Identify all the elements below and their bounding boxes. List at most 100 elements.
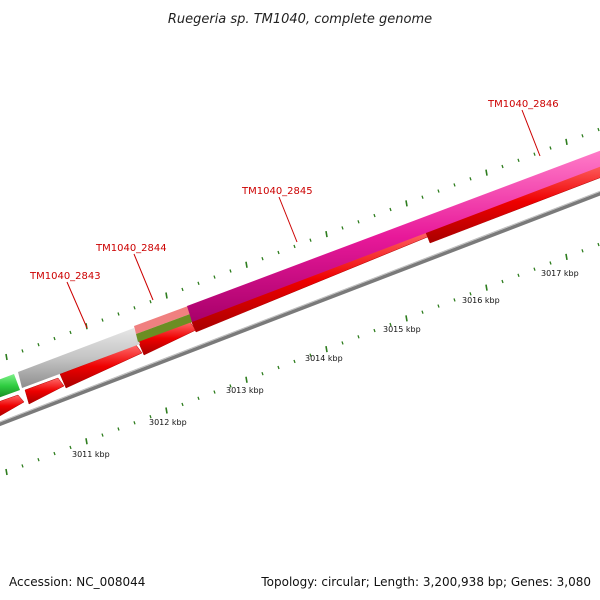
minor-tick (501, 164, 504, 169)
minor-tick (53, 336, 56, 341)
chromosome-backbone (0, 191, 600, 427)
minor-tick (357, 335, 360, 339)
kbp-tick-label: 3013 kbp (226, 386, 264, 395)
minor-tick (453, 298, 456, 302)
gene-leader-line (521, 109, 541, 157)
minor-tick (389, 207, 392, 212)
minor-tick (101, 318, 104, 322)
minor-tick (341, 341, 344, 345)
outer-tick-marks (5, 127, 600, 361)
minor-tick (213, 275, 216, 279)
minor-tick (501, 279, 504, 284)
minor-tick (261, 371, 264, 376)
kbp-tick-label: 3017 kbp (541, 269, 579, 278)
kbp-tick-label: 3015 kbp (383, 325, 421, 334)
minor-tick (21, 349, 24, 353)
cds-arrow[interactable] (0, 394, 25, 417)
gene-label-group: TM1040_2843 TM1040_2844 TM1040_2845 TM10… (29, 99, 559, 329)
minor-tick (309, 353, 312, 357)
minor-tick (517, 158, 520, 163)
major-tick (245, 261, 248, 268)
minor-tick (69, 445, 72, 450)
minor-tick (277, 250, 280, 255)
minor-tick (293, 359, 296, 364)
gene-leader-line (66, 281, 88, 329)
major-tick (85, 438, 88, 445)
minor-tick (597, 127, 600, 132)
major-tick (5, 468, 8, 476)
kbp-tick-label: 3012 kbp (149, 418, 187, 427)
minor-tick (21, 464, 24, 468)
kbp-tick-label: 3016 kbp (462, 296, 500, 305)
inner-tick-marks (5, 242, 600, 476)
minor-tick (533, 152, 536, 156)
salmon-feature[interactable] (134, 306, 190, 334)
major-tick (565, 253, 568, 261)
minor-tick (229, 269, 232, 273)
genome-title: Ruegeria sp. TM1040, complete genome (168, 12, 432, 27)
minor-tick (373, 328, 376, 333)
minor-tick (581, 134, 584, 138)
kbp-tick-label: 3014 kbp (305, 354, 343, 363)
kbp-label-group: 3011 kbp 3012 kbp 3013 kbp 3014 kbp 3015… (72, 269, 579, 459)
minor-tick (517, 273, 520, 278)
minor-tick (453, 183, 456, 187)
gray-feature[interactable] (18, 328, 140, 388)
olive-feature[interactable] (136, 314, 192, 342)
minor-tick (309, 238, 312, 242)
minor-tick (421, 195, 424, 199)
minor-tick (197, 281, 200, 286)
minor-tick (69, 330, 72, 335)
feature-track (0, 150, 600, 398)
minor-tick (277, 365, 280, 370)
minor-tick (117, 427, 120, 431)
minor-tick (101, 433, 104, 437)
minor-tick (549, 261, 552, 265)
minor-tick (261, 256, 264, 261)
major-tick (485, 284, 488, 291)
major-tick (325, 345, 328, 353)
major-tick (165, 407, 168, 414)
gene-label[interactable]: TM1040_2844 (95, 243, 167, 254)
major-tick (5, 353, 8, 361)
major-tick (405, 315, 408, 322)
green-feature[interactable] (0, 374, 20, 398)
minor-tick (389, 322, 392, 327)
minor-tick (149, 414, 152, 419)
gene-leader-line (133, 253, 154, 301)
minor-tick (421, 310, 424, 314)
minor-tick (181, 287, 184, 292)
chromosome-backbone-highlight (0, 190, 600, 423)
gene-leader-line (278, 196, 298, 243)
pink-feature[interactable] (187, 150, 600, 322)
gene-label[interactable]: TM1040_2845 (241, 186, 313, 197)
gene-label[interactable]: TM1040_2846 (487, 99, 559, 110)
minor-tick (437, 189, 440, 193)
minor-tick (117, 312, 120, 316)
major-tick (165, 292, 168, 299)
minor-tick (597, 242, 600, 247)
minor-tick (133, 421, 136, 425)
minor-tick (373, 213, 376, 218)
gene-label[interactable]: TM1040_2843 (29, 271, 101, 282)
minor-tick (469, 292, 472, 296)
minor-tick (469, 177, 472, 181)
minor-tick (197, 396, 200, 401)
minor-tick (293, 244, 296, 249)
minor-tick (229, 384, 232, 388)
minor-tick (53, 451, 56, 456)
kbp-tick-label: 3011 kbp (72, 450, 110, 459)
major-tick (405, 200, 408, 207)
minor-tick (181, 402, 184, 407)
minor-tick (581, 249, 584, 253)
minor-tick (149, 299, 152, 304)
major-tick (485, 169, 488, 176)
minor-tick (37, 457, 40, 462)
minor-tick (37, 342, 40, 347)
minor-tick (437, 304, 440, 308)
cds-arrow[interactable] (24, 377, 65, 405)
minor-tick (357, 220, 360, 224)
minor-tick (549, 146, 552, 150)
major-tick (245, 376, 248, 383)
